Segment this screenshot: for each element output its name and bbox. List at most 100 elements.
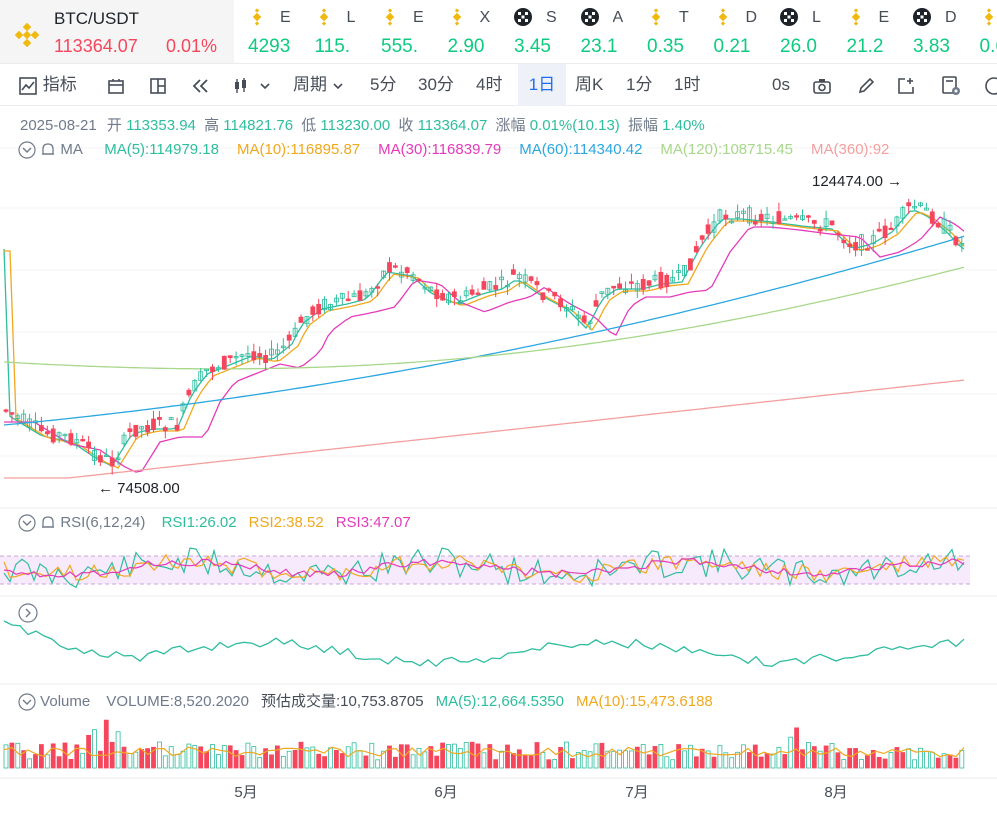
ticker-item[interactable]: E 4293 — [234, 0, 300, 63]
candle-body — [570, 306, 575, 311]
candle-body — [392, 265, 398, 268]
candle-body — [794, 215, 799, 218]
candle-body — [953, 236, 959, 246]
candle-body — [304, 316, 310, 325]
ticker-item[interactable]: 0.6 — [966, 0, 997, 63]
camera-icon — [813, 78, 831, 94]
interval-4h[interactable]: 4时 — [476, 64, 502, 106]
interval-1d[interactable]: 1日 — [518, 64, 566, 106]
legend-item: MA(60):114340.42 — [519, 141, 643, 158]
bell-icon[interactable] — [40, 514, 56, 532]
volume-bar — [3, 744, 9, 769]
candle-body — [434, 289, 440, 300]
candle-body — [758, 214, 764, 221]
ticker-name: S — [546, 9, 557, 26]
candle-body — [115, 457, 121, 460]
candle-body — [328, 303, 333, 311]
replay-button[interactable] — [190, 64, 212, 106]
volume-bar — [924, 750, 929, 769]
candle-body — [516, 274, 522, 280]
candle-body — [387, 262, 392, 273]
screenshot-button[interactable] — [812, 64, 832, 106]
okx-icon — [780, 8, 798, 26]
collapse-chevron-icon[interactable] — [18, 514, 36, 532]
volume-bar — [829, 743, 835, 769]
interval-30m[interactable]: 30分 — [418, 64, 454, 106]
candle-body — [853, 242, 858, 251]
volume-ma-line — [3, 746, 965, 758]
ticker-item[interactable]: D 3.83 — [899, 0, 965, 63]
ticker-item[interactable]: L 26.0 — [766, 0, 832, 63]
legend-item: MA(30):116839.79 — [378, 141, 502, 158]
volume-bar — [540, 752, 546, 769]
volume-bar — [44, 754, 50, 769]
change-label: 涨幅 — [495, 117, 526, 134]
candle-body — [865, 248, 870, 251]
candle-body — [723, 214, 729, 220]
ticker-item[interactable]: A 23.1 — [567, 0, 633, 63]
bell-icon[interactable] — [40, 141, 56, 159]
ticker-item[interactable]: T 0.35 — [633, 0, 699, 63]
high-value: 114821.76 — [223, 117, 294, 134]
collapse-chevron-icon[interactable] — [18, 141, 36, 159]
ticker-item[interactable]: X 2.90 — [434, 0, 500, 63]
volume-bar — [245, 742, 251, 769]
volume-bar — [156, 741, 162, 769]
volume-bar — [575, 752, 581, 769]
volume-bar — [794, 727, 799, 769]
candle-body — [782, 218, 788, 221]
ticker-value: 0.35 — [647, 36, 684, 57]
volume-bar — [139, 749, 145, 769]
chart-type-button[interactable] — [232, 64, 271, 106]
ohlc-date: 2025-08-21 — [20, 117, 97, 134]
ticker-item[interactable]: L 115. — [301, 0, 367, 63]
ticker-item[interactable]: S 3.45 — [500, 0, 566, 63]
candle-body — [50, 428, 56, 443]
candle-body — [298, 316, 304, 323]
settings-button[interactable] — [940, 64, 962, 106]
ticker-item[interactable]: E 555. — [367, 0, 433, 63]
candle-body — [345, 298, 351, 301]
volume-bar — [888, 752, 894, 769]
more-button[interactable] — [982, 64, 997, 106]
candle-body — [440, 293, 446, 301]
interval-1min[interactable]: 1分 — [626, 64, 652, 106]
volume-bar — [434, 755, 440, 769]
interval-5m[interactable]: 5分 — [370, 64, 396, 106]
period-dropdown[interactable]: 周期 — [293, 64, 344, 106]
candle-body — [788, 216, 794, 219]
ma30-line — [4, 216, 965, 473]
candle-body — [658, 271, 664, 289]
collapse-chevron-icon[interactable] — [18, 693, 36, 711]
candle-body — [198, 371, 204, 381]
volume-bar — [546, 759, 552, 769]
grid-button[interactable] — [148, 64, 168, 106]
ticker-value: 4293 — [248, 36, 291, 57]
ticker-value: 23.1 — [580, 36, 618, 57]
add-chart-button[interactable] — [896, 64, 916, 106]
legend-item: MA(10):15,473.6188 — [576, 693, 713, 710]
interval-1w[interactable]: 周K — [575, 64, 603, 106]
candle-body — [204, 368, 210, 372]
volume-bar — [770, 753, 776, 769]
draw-button[interactable] — [856, 64, 876, 106]
indicators-button[interactable]: 指标 — [18, 64, 77, 106]
volume-bar — [274, 745, 280, 769]
ticker-name: D — [945, 9, 957, 26]
interval-1h[interactable]: 1时 — [674, 64, 700, 106]
ticker-item[interactable]: E 21.2 — [833, 0, 899, 63]
volume-bar — [192, 745, 198, 769]
expand-chevron-icon[interactable] — [18, 603, 38, 623]
legend-item: MA(5):12,664.5350 — [435, 693, 564, 710]
candle-body — [410, 274, 416, 281]
volume-bar — [80, 752, 86, 769]
candle-body — [699, 235, 705, 240]
volume-bar — [251, 746, 257, 769]
volume-bar — [357, 750, 363, 769]
main-pair-card[interactable]: BTC/USDT 113364.07 0.01% — [0, 0, 234, 63]
ticker-item[interactable]: D 0.21 — [700, 0, 766, 63]
candle-body — [652, 274, 658, 281]
layout-button[interactable] — [106, 64, 126, 106]
bnb-icon — [851, 8, 860, 26]
